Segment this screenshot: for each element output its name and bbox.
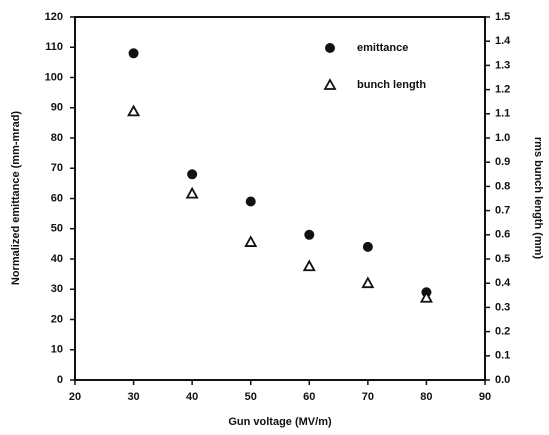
y-tick-label: 30 [51,283,63,295]
circle-marker [362,241,373,252]
y-tick-label: 40 [51,253,63,265]
y2-tick-label: 1.4 [495,35,511,47]
x-tick-label: 40 [186,391,198,403]
triangle-marker [185,186,199,199]
circle-marker [128,48,139,59]
y2-tick-label: 0.4 [495,277,511,289]
y2-tick-label: 0.9 [495,156,510,168]
x-tick-label: 80 [420,391,432,403]
y-axis-label: Normalized emittance (mm-mrad) [10,111,22,286]
triangle-marker [127,104,141,117]
legend-label: emittance [357,42,408,54]
x-tick-label: 70 [362,391,374,403]
y-tick-label: 60 [51,192,63,204]
circle-marker [304,229,315,240]
x-tick-label: 20 [69,391,81,403]
y-tick-label: 20 [51,313,63,325]
y-tick-label: 50 [51,223,63,235]
y-tick-label: 90 [51,102,63,114]
y-tick-label: 110 [45,41,63,53]
y2-tick-label: 0.3 [495,301,510,313]
plot-frame [74,16,486,381]
x-axis-label: Gun voltage (MV/m) [228,416,332,428]
y-tick-label: 120 [45,11,63,23]
circle-marker [187,169,198,180]
y-tick-label: 80 [51,132,63,144]
y-tick-label: 70 [51,162,63,174]
legend-marker [325,43,335,53]
x-tick-label: 60 [303,391,315,403]
y2-tick-label: 0.7 [495,205,510,217]
y2-tick-label: 1.5 [495,11,510,23]
legend-marker [323,78,337,90]
y2-tick-label: 0.2 [495,326,510,338]
y2-tick-label: 0.5 [495,253,510,265]
circle-marker [245,196,256,207]
y2-axis-label: rms bunch length (mm) [532,137,544,260]
triangle-marker [302,259,316,272]
y-tick-label: 100 [45,71,63,83]
y2-tick-label: 0.6 [495,229,510,241]
triangle-marker [419,290,433,303]
y2-tick-label: 0.1 [495,350,510,362]
triangle-marker [361,276,375,289]
y2-tick-label: 1.0 [495,132,510,144]
triangle-marker [244,235,258,247]
x-tick-label: 50 [245,391,257,403]
x-tick-label: 90 [479,391,491,403]
y-tick-label: 0 [57,374,63,386]
y2-tick-label: 1.3 [495,59,510,71]
x-tick-label: 30 [127,391,139,403]
y-tick-label: 10 [51,344,63,356]
y2-tick-label: 1.1 [495,108,510,120]
y2-tick-label: 1.2 [495,84,510,96]
y2-tick-label: 0.0 [495,374,510,386]
legend-label: bunch length [357,79,426,91]
y2-tick-label: 0.8 [495,180,510,192]
